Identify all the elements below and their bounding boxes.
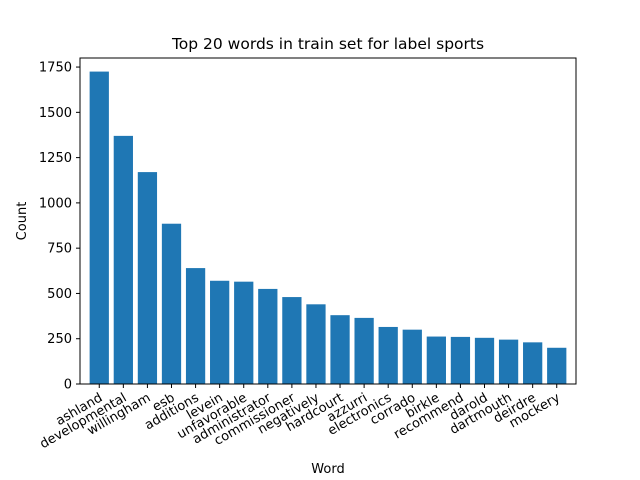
- y-axis: 0 250 500 750 1000 1250 1500 1750: [39, 61, 80, 393]
- bar-mockery: [547, 347, 567, 384]
- bar-negatively: [306, 304, 326, 384]
- x-axis-label: Word: [311, 462, 344, 477]
- bar-additions: [185, 268, 206, 384]
- bar-dartmouth: [498, 339, 519, 384]
- y-tick-label: 1250: [39, 151, 72, 166]
- bar-commissioner: [282, 297, 302, 384]
- chart-title: Top 20 words in train set for label spor…: [171, 35, 484, 53]
- y-tick-label: 1000: [39, 196, 72, 211]
- bar-darold: [474, 337, 495, 384]
- bar-administrator: [258, 288, 278, 384]
- y-tick-label: 1500: [39, 106, 72, 121]
- bar-corrado: [402, 329, 422, 384]
- y-axis-label: Count: [15, 202, 30, 241]
- y-tick-label: 250: [47, 332, 72, 347]
- bars: [89, 71, 567, 384]
- plot-frame: [79, 57, 577, 385]
- y-tick-label: 750: [47, 242, 72, 257]
- y-tick-label: 0: [64, 378, 72, 393]
- bar-ashland: [89, 71, 109, 384]
- bar-unfavorable: [234, 281, 254, 384]
- bar-developmental: [113, 135, 133, 384]
- y-tick-label: 500: [47, 287, 72, 302]
- bar-levein: [210, 280, 230, 384]
- bar-recommend: [450, 336, 471, 384]
- bar-willingham: [137, 172, 158, 384]
- bar-deirdre: [523, 342, 543, 384]
- y-tick-label: 1750: [39, 61, 72, 76]
- x-axis: ashlanddevelopmentalwillinghamesbadditio…: [38, 384, 563, 452]
- bar-birkle: [426, 336, 446, 384]
- bar-esb: [161, 223, 182, 384]
- bar-electronics: [378, 326, 398, 384]
- bar-azzurri: [354, 317, 374, 384]
- bar-hardcourt: [330, 315, 350, 384]
